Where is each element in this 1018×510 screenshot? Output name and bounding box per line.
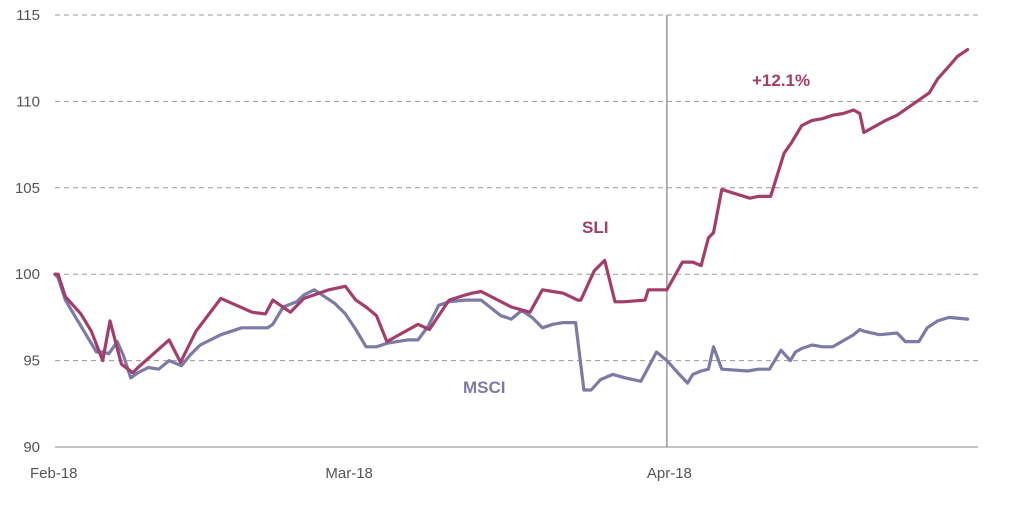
x-tick-label: Mar-18: [325, 465, 373, 482]
x-tick-label: Apr-18: [647, 465, 692, 482]
series-label-msci: MSCI: [463, 378, 506, 397]
y-tick-label: 100: [15, 266, 40, 283]
series-labels: SLI MSCI +12.1%: [463, 71, 810, 397]
series-lines: [53, 47, 970, 392]
series-line-msci: [53, 272, 970, 392]
y-tick-label: 105: [15, 180, 40, 197]
y-tick-label: 90: [23, 439, 40, 456]
series-label-sli: SLI: [582, 218, 608, 237]
y-axis-ticks: 115 110 105 100 95 90: [15, 7, 40, 456]
x-tick-label: Feb-18: [30, 465, 78, 482]
annotation-label: +12.1%: [752, 71, 810, 90]
y-tick-label: 95: [23, 353, 40, 370]
y-tick-label: 115: [16, 7, 40, 24]
series-line-sli: [53, 47, 970, 375]
y-tick-label: 110: [16, 93, 40, 110]
x-axis-ticks: Feb-18 Mar-18 Apr-18: [30, 465, 692, 482]
grid-lines: [55, 14, 978, 448]
